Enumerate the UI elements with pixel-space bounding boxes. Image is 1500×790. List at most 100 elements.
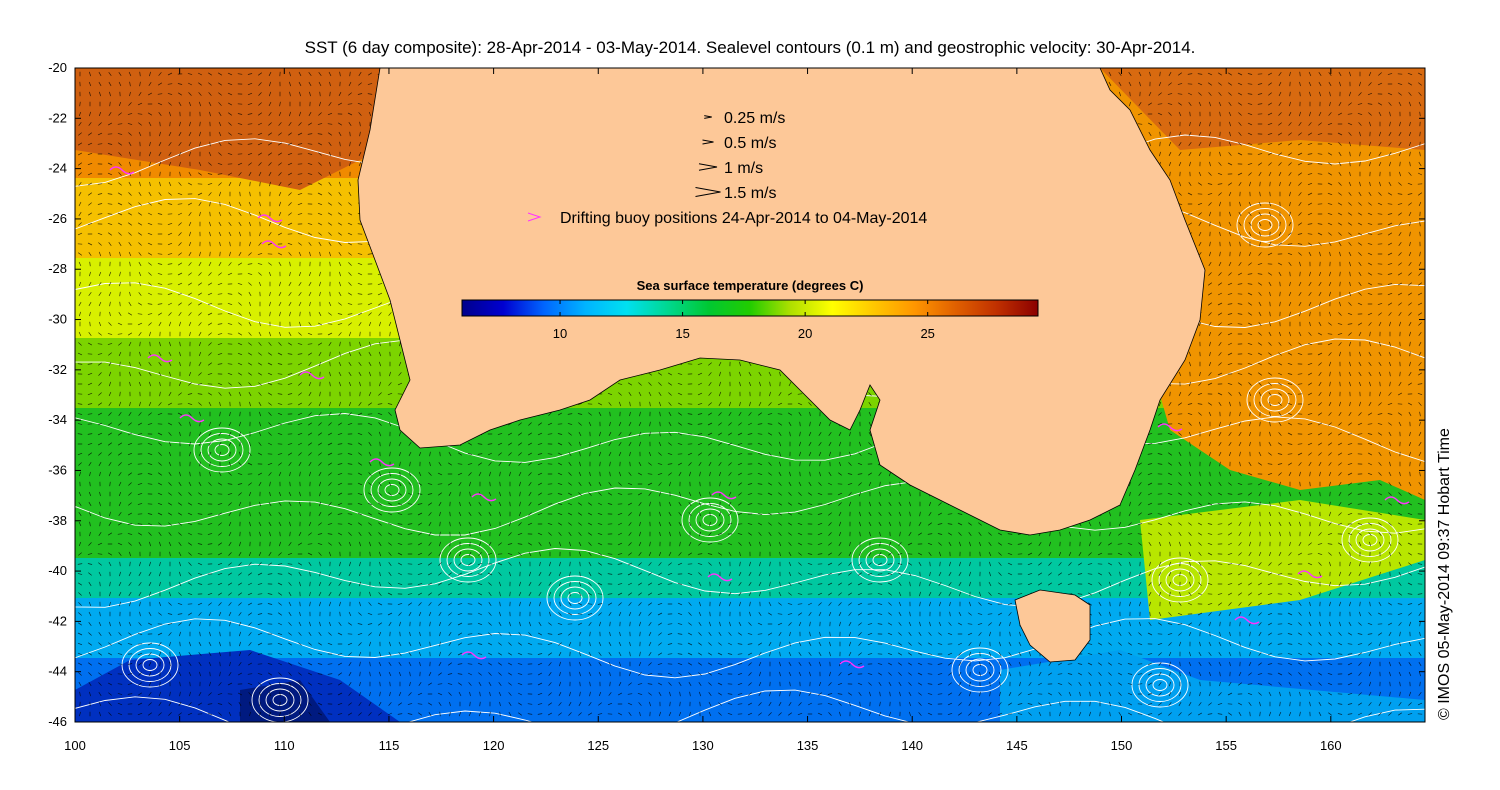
x-tick-label: 125 xyxy=(587,738,609,753)
y-tick-label: -40 xyxy=(48,563,67,578)
credit-text: © IMOS 05-May-2014 09:37 Hobart Time xyxy=(1436,428,1453,720)
colorbar-tick-label: 15 xyxy=(675,326,689,341)
velocity-legend-label: 0.5 m/s xyxy=(724,135,776,152)
buoy-track xyxy=(461,651,487,660)
sealevel-contour xyxy=(453,548,483,572)
colorbar-tick-label: 25 xyxy=(920,326,934,341)
x-tick-label: 115 xyxy=(379,738,400,753)
y-tick-label: -22 xyxy=(48,110,67,125)
sealevel-contour xyxy=(1152,679,1168,691)
x-tick-label: 150 xyxy=(1111,738,1133,753)
sealevel-contour xyxy=(1348,523,1392,557)
y-tick-label: -26 xyxy=(48,211,67,226)
sealevel-contour xyxy=(75,411,1425,463)
velocity-legend-label: 1.5 m/s xyxy=(724,185,776,202)
sealevel-contour xyxy=(1138,668,1182,702)
colorbar-label: Sea surface temperature (degrees C) xyxy=(637,278,864,293)
velocity-legend: 0.25 m/s 0.5 m/s 1 m/s 1.5 m/s Drifting buoy… xyxy=(527,110,927,227)
x-tick-label: 130 xyxy=(692,738,714,753)
y-tick-label: -34 xyxy=(48,412,67,427)
figure-title: SST (6 day composite): 28-Apr-2014 - 03-… xyxy=(304,38,1196,57)
colorbar xyxy=(461,299,1039,317)
x-tick-label: 100 xyxy=(64,738,86,753)
sealevel-contour xyxy=(1257,219,1273,231)
colorbar-ticks: 10 15 20 25 xyxy=(553,300,935,341)
sealevel-contour xyxy=(681,497,739,543)
buoy-track xyxy=(147,354,173,363)
y-tick-label: -36 xyxy=(48,462,67,477)
sealevel-contour xyxy=(121,642,179,688)
sealevel-contour xyxy=(460,554,476,566)
sealevel-contour xyxy=(1151,557,1209,603)
y-tick-label: -20 xyxy=(48,60,67,75)
sealevel-contour xyxy=(1355,528,1385,552)
sealevel-contour xyxy=(553,581,597,615)
sst-warm-patch xyxy=(1100,68,1425,500)
sealevel-contour xyxy=(265,688,295,712)
sealevel-contour xyxy=(951,647,1009,693)
sealevel-contour xyxy=(439,537,497,583)
y-axis: -20 -22 -24 -26 -28 -30 -32 -34 -36 -38 -40 -42 -44 -… xyxy=(48,60,1425,729)
velocity-legend-arrow xyxy=(698,163,718,171)
sealevel-contour xyxy=(214,444,230,456)
velocity-legend-arrow xyxy=(695,187,721,197)
sealevel-contour xyxy=(363,467,421,513)
sealevel-contour xyxy=(193,427,251,473)
colorbar-tick-label: 20 xyxy=(798,326,812,341)
y-tick-label: -38 xyxy=(48,513,67,528)
sealevel-contour xyxy=(75,548,1425,608)
sealevel-contour xyxy=(1341,517,1399,563)
sealevel-contour xyxy=(207,438,237,462)
x-axis: 100 105 110 115 120 125 130 135 140 145 150 155 160 xyxy=(64,68,1342,753)
velocity-legend-label: 0.25 m/s xyxy=(724,110,785,127)
buoy-track xyxy=(839,660,865,669)
sealevel-contour xyxy=(560,586,590,610)
sealevel-contour xyxy=(965,658,995,682)
sealevel-contour xyxy=(1243,208,1287,242)
x-tick-label: 135 xyxy=(797,738,819,753)
sealevel-contour xyxy=(1236,202,1294,248)
velocity-legend-arrow xyxy=(702,139,714,145)
buoy-track xyxy=(179,414,205,423)
buoy-track xyxy=(1234,616,1260,625)
velocity-legend-arrow xyxy=(704,115,712,119)
x-tick-label: 160 xyxy=(1320,738,1342,753)
y-tick-label: -32 xyxy=(48,362,67,377)
buoy-track xyxy=(711,491,737,500)
x-tick-label: 110 xyxy=(274,738,295,753)
sealevel-contour xyxy=(1165,568,1195,592)
sealevel-contour xyxy=(370,473,414,507)
sealevel-contour xyxy=(695,508,725,532)
sealevel-contour xyxy=(200,433,244,467)
buoy-track xyxy=(369,458,395,467)
buoy-track xyxy=(1157,423,1183,432)
buoy-legend-label: Drifting buoy positions 24-Apr-2014 to 0… xyxy=(560,210,927,227)
buoy-track xyxy=(257,214,283,223)
sealevel-contour xyxy=(384,484,400,496)
sealevel-contour xyxy=(128,648,172,682)
buoy-track xyxy=(1384,496,1410,505)
sealevel-contour xyxy=(251,677,309,722)
buoy-track xyxy=(261,240,287,249)
velocity-legend-label: 1 m/s xyxy=(724,160,763,177)
sst-warm-patch xyxy=(1100,68,1425,150)
y-tick-label: -44 xyxy=(48,664,67,679)
y-tick-label: -24 xyxy=(48,161,67,176)
sealevel-contour xyxy=(546,575,604,621)
sealevel-contour xyxy=(446,543,490,577)
buoy-track xyxy=(109,166,135,175)
y-tick-label: -28 xyxy=(48,261,67,276)
x-tick-label: 105 xyxy=(169,738,191,753)
sealevel-contour xyxy=(1131,662,1189,708)
sealevel-contour xyxy=(75,689,1425,722)
buoy-tracks xyxy=(109,166,1410,669)
sealevel-contour xyxy=(1260,388,1290,412)
buoy-track xyxy=(707,573,733,582)
sealevel-contour xyxy=(142,659,158,671)
map-frame xyxy=(74,67,1426,723)
sealevel-contour xyxy=(1246,377,1304,423)
sealevel-contour xyxy=(377,478,407,502)
x-tick-label: 140 xyxy=(901,738,923,753)
